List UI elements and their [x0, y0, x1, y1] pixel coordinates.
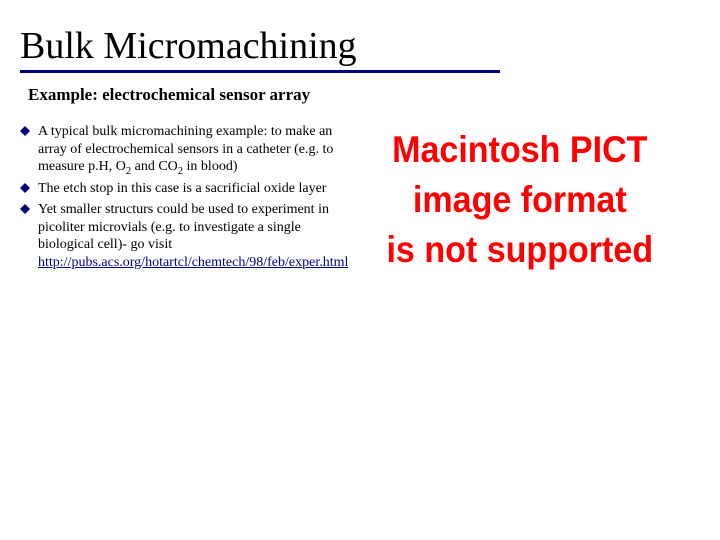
- slide-subtitle: Example: electrochemical sensor array: [28, 85, 700, 105]
- content-row: A typical bulk micromachining example: t…: [20, 123, 700, 275]
- bullet-text: Yet smaller structurs could be used to e…: [38, 201, 350, 271]
- diamond-bullet-icon: [20, 123, 38, 176]
- bullet-text: The etch stop in this case is a sacrific…: [38, 180, 326, 198]
- text-fragment: in blood): [183, 159, 237, 174]
- pict-line: image format: [368, 175, 672, 225]
- diamond-bullet-icon: [20, 180, 38, 198]
- slide-title: Bulk Micromachining: [20, 24, 700, 68]
- text-fragment: Yet smaller structurs could be used to e…: [38, 202, 329, 252]
- diamond-bullet-icon: [20, 201, 38, 271]
- list-item: Yet smaller structurs could be used to e…: [20, 201, 350, 271]
- list-item: A typical bulk micromachining example: t…: [20, 123, 350, 176]
- title-underline: [20, 70, 500, 73]
- reference-link[interactable]: http://pubs.acs.org/hotartcl/chemtech/98…: [38, 255, 348, 270]
- bullet-text: A typical bulk micromachining example: t…: [38, 123, 350, 176]
- text-fragment: and CO: [131, 159, 178, 174]
- bullet-list: A typical bulk micromachining example: t…: [20, 123, 350, 271]
- right-column: Macintosh PICT image format is not suppo…: [368, 123, 698, 275]
- pict-placeholder: Macintosh PICT image format is not suppo…: [368, 125, 672, 275]
- list-item: The etch stop in this case is a sacrific…: [20, 180, 350, 198]
- slide: Bulk Micromachining Example: electrochem…: [0, 0, 720, 540]
- left-column: A typical bulk micromachining example: t…: [20, 123, 350, 275]
- pict-line: Macintosh PICT: [368, 125, 672, 175]
- pict-line: is not supported: [368, 225, 672, 275]
